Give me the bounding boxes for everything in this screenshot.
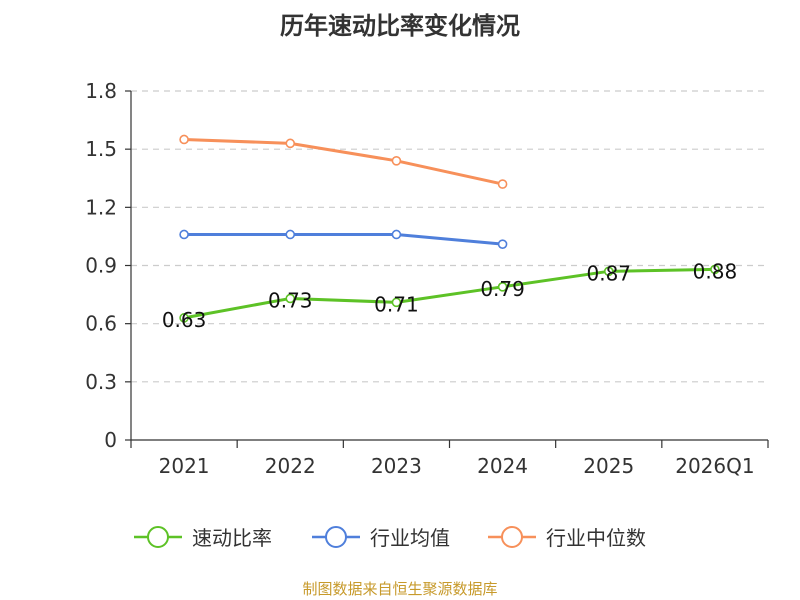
data-point bbox=[179, 229, 189, 240]
data-point bbox=[285, 229, 296, 240]
y-tick-label: 0 bbox=[104, 428, 117, 452]
axes: 0 0.3 0.6 0.9 1.2 1.5 1.8 2021 2022 2023 2024 2025 2… bbox=[85, 79, 769, 478]
grid-lines bbox=[131, 90, 768, 383]
x-tick-label: 2021 bbox=[159, 454, 210, 478]
data-point bbox=[285, 293, 296, 304]
data-label: 0.87 bbox=[586, 261, 631, 285]
data-point bbox=[497, 282, 508, 292]
x-tick-label: 2022 bbox=[265, 454, 316, 478]
data-point bbox=[710, 264, 720, 275]
legend-marker-3 bbox=[501, 526, 523, 548]
y-tick-label: 0.3 bbox=[85, 370, 117, 394]
series-line-3 bbox=[182, 137, 505, 186]
data-label: 0.73 bbox=[268, 288, 313, 312]
y-tick-label: 1.8 bbox=[85, 79, 117, 103]
data-point bbox=[497, 179, 508, 189]
data-point bbox=[497, 239, 508, 249]
data-label: 0.71 bbox=[374, 292, 419, 316]
y-tick-label: 1.5 bbox=[85, 137, 117, 161]
data-point bbox=[179, 134, 189, 145]
series-group bbox=[179, 134, 720, 323]
y-tick-label: 1.2 bbox=[85, 195, 117, 219]
legend-label-1: 速动比率 bbox=[192, 526, 272, 550]
x-tick-label: 2024 bbox=[477, 454, 528, 478]
legend-label-3: 行业中位数 bbox=[546, 526, 646, 550]
data-point bbox=[391, 229, 402, 240]
series-line-1 bbox=[182, 267, 717, 320]
legend-label-2: 行业均值 bbox=[370, 526, 450, 550]
legend[interactable]: 速动比率 行业均值 行业中位数 bbox=[134, 526, 646, 550]
data-point bbox=[391, 297, 402, 308]
x-tick-label: 2023 bbox=[371, 454, 422, 478]
source-note: 制图数据来自恒生聚源数据库 bbox=[302, 580, 498, 598]
data-label: 0.63 bbox=[162, 308, 207, 332]
x-tick-label: 2025 bbox=[583, 454, 634, 478]
series-line-2 bbox=[182, 232, 505, 246]
legend-marker-2 bbox=[325, 526, 347, 548]
data-point bbox=[179, 313, 189, 323]
data-point bbox=[285, 138, 296, 149]
x-tick-label: 2026Q1 bbox=[675, 454, 754, 478]
data-label: 0.79 bbox=[480, 277, 525, 301]
legend-marker-1 bbox=[147, 526, 169, 548]
data-point bbox=[391, 156, 402, 166]
chart-title: 历年速动比率变化情况 bbox=[280, 12, 520, 40]
data-labels: 0.63 0.73 0.71 0.79 0.87 0.88 bbox=[162, 259, 737, 331]
y-tick-label: 0.9 bbox=[85, 254, 117, 278]
data-point bbox=[603, 266, 614, 277]
data-label: 0.88 bbox=[693, 259, 738, 283]
y-tick-label: 0.6 bbox=[85, 312, 117, 336]
